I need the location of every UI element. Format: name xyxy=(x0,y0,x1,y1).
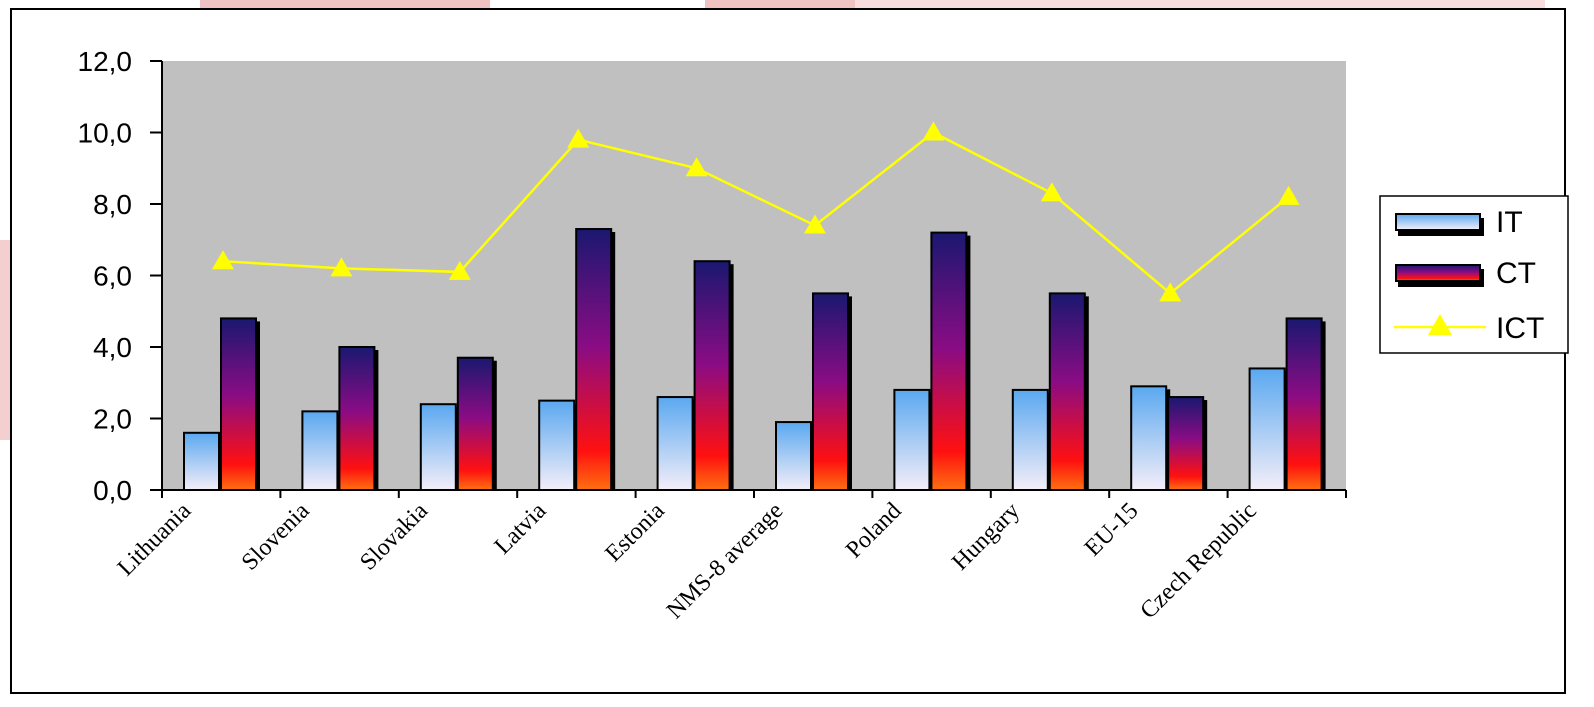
bar-ct xyxy=(930,231,968,491)
bar-ct xyxy=(1285,317,1323,491)
ict-point xyxy=(448,260,471,280)
ict-point xyxy=(1040,182,1063,202)
y-tick-label: 2,0 xyxy=(93,404,132,435)
legend-label-ct: CT xyxy=(1496,257,1536,290)
y-tick-label: 10,0 xyxy=(78,118,133,149)
y-tick-label: 8,0 xyxy=(93,189,132,220)
bar-it xyxy=(419,403,457,492)
ict-line-layer xyxy=(212,121,1300,302)
bar-ct xyxy=(220,317,257,491)
x-tick-label: EU-15 xyxy=(1080,498,1144,562)
bar-it xyxy=(1130,385,1168,492)
bar-ct xyxy=(456,356,494,491)
ict-point xyxy=(685,157,708,177)
ict-point xyxy=(804,214,826,234)
legend: IT CT ICT xyxy=(1379,195,1569,354)
x-tick-label: Latvia xyxy=(490,498,552,560)
legend-swatch-it xyxy=(1395,213,1481,231)
ict-point xyxy=(1159,282,1182,302)
bars-layer xyxy=(183,228,1326,492)
bar-it xyxy=(656,396,694,491)
bar-it xyxy=(183,431,220,491)
x-tick-label: Estonia xyxy=(601,498,671,568)
bar-ct xyxy=(1048,292,1086,491)
bar-it xyxy=(538,399,576,491)
ict-point xyxy=(567,128,590,148)
ict-point xyxy=(922,121,945,141)
ict-point xyxy=(330,257,353,277)
bar-it xyxy=(1011,388,1049,491)
legend-swatch-ct xyxy=(1395,264,1481,282)
legend-label-ict: ICT xyxy=(1496,312,1544,345)
x-tick-label: Czech Republic xyxy=(1136,498,1262,624)
x-tick-label: NMS-8 average xyxy=(662,498,788,624)
ict-line xyxy=(222,131,1290,295)
x-tick-label: Lithuania xyxy=(113,498,197,582)
bar-ct xyxy=(1167,396,1205,491)
y-tick-label: 6,0 xyxy=(93,261,132,292)
bar-it xyxy=(775,421,812,492)
bar-it xyxy=(893,388,931,491)
bar-ct xyxy=(338,346,376,491)
x-tick-label: Slovenia xyxy=(237,498,315,576)
bar-it xyxy=(301,410,339,492)
x-tick-label: Slovakia xyxy=(355,498,433,576)
y-tick-label: 12,0 xyxy=(78,46,133,77)
ict-point xyxy=(212,250,234,270)
x-tick-label: Hungary xyxy=(947,498,1025,576)
ict-point xyxy=(1277,185,1300,205)
bar-ct xyxy=(693,260,731,492)
y-tick-label: 4,0 xyxy=(93,332,132,363)
y-tick-label: 0,0 xyxy=(93,475,132,506)
bar-it xyxy=(1248,367,1286,492)
bar-ct xyxy=(575,228,613,491)
x-tick-label: Poland xyxy=(841,498,907,564)
bar-ct xyxy=(812,292,849,491)
legend-swatch-ict-marker xyxy=(1428,314,1452,335)
legend-label-it: IT xyxy=(1496,206,1523,239)
